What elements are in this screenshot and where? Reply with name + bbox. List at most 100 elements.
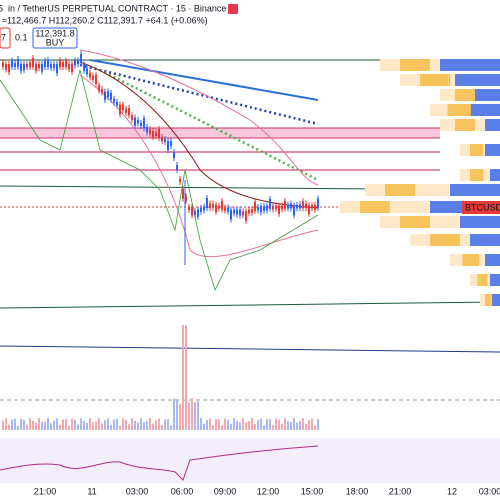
candle-body: [56, 64, 58, 74]
profile-poc: [470, 169, 484, 181]
candle-body: [302, 201, 304, 209]
candle-body: [248, 209, 250, 214]
candle-body: [197, 209, 199, 217]
volume-bar: [182, 325, 184, 430]
profile-buy: [485, 119, 500, 131]
candle-body: [233, 209, 235, 214]
buy-button[interactable]: [32, 27, 78, 49]
volume-bar: [281, 423, 283, 430]
volume-bar: [245, 422, 247, 430]
volume-bar: [29, 418, 31, 430]
volume-bar: [32, 420, 34, 430]
candle-body: [53, 64, 55, 68]
candle-body: [128, 108, 130, 116]
volume-bar: [176, 399, 178, 430]
profile-poc: [477, 274, 488, 286]
candle-body: [149, 129, 151, 135]
volume-bar: [5, 418, 7, 430]
candle-body: [74, 60, 76, 66]
time-label: 09:00: [214, 486, 237, 496]
profile-buy: [490, 274, 500, 286]
time-label: 03:00: [479, 486, 500, 496]
candle-body: [317, 198, 319, 209]
candle-body: [116, 102, 118, 106]
rsi-pane: [0, 438, 500, 483]
volume-bar: [224, 418, 226, 430]
volume-bar: [200, 418, 202, 430]
candle-body: [164, 138, 166, 142]
volume-bar: [143, 422, 145, 430]
candle-body: [191, 207, 193, 216]
volume-bar: [8, 424, 10, 430]
price-tag-label: BTCUSDT.P: [465, 202, 500, 212]
volume-bar: [242, 418, 244, 430]
volume-profile: [340, 59, 500, 306]
volume-bar: [74, 419, 76, 430]
volume-bar: [50, 423, 52, 430]
candle-body: [23, 64, 25, 71]
candle-body: [242, 211, 244, 216]
profile-poc: [447, 104, 471, 116]
candle-body: [5, 64, 7, 70]
volume-bar: [185, 325, 187, 430]
candle-body: [104, 91, 106, 100]
indicator-line: [0, 69, 319, 292]
candle-body: [50, 64, 52, 68]
candle-body: [2, 62, 4, 67]
candle-body: [299, 204, 301, 209]
candle-body: [206, 198, 208, 208]
volume-bar: [287, 421, 289, 430]
candle-body: [35, 64, 37, 71]
candle-body: [65, 60, 67, 67]
profile-poc: [385, 184, 415, 196]
volume-bar: [14, 418, 16, 430]
profile-poc: [360, 201, 390, 213]
volume-bar: [212, 425, 214, 430]
candle-body: [185, 196, 187, 201]
volume-bar: [80, 418, 82, 430]
candle-body: [254, 201, 256, 212]
volume-bar: [221, 425, 223, 430]
candle-body: [89, 72, 91, 78]
candle-body: [68, 64, 70, 70]
volume-bar: [194, 402, 196, 430]
volume-bar: [164, 419, 166, 430]
time-axis: 21:00 11 03:00 06:00 09:00 12:00 15:00 18:00 21:…: [34, 486, 500, 496]
volume-bar: [104, 420, 106, 430]
candle-body: [122, 104, 124, 111]
volume-bar: [53, 420, 55, 430]
volume-bar: [86, 422, 88, 430]
profile-poc: [430, 234, 460, 246]
volume-bar: [278, 420, 280, 430]
volume-bar: [38, 418, 40, 430]
volume-bar: [146, 421, 148, 430]
volume-bar: [317, 419, 319, 430]
candle-body: [278, 205, 280, 214]
volume-bar: [257, 420, 259, 430]
candle-body: [284, 200, 286, 209]
candle-body: [269, 198, 271, 209]
band-upper: [79, 49, 319, 186]
profile-buy: [490, 169, 500, 181]
candle-body: [134, 117, 136, 126]
volume-bar: [218, 419, 220, 430]
profile-buy: [485, 144, 500, 156]
volume-bar: [215, 419, 217, 430]
candle-body: [92, 75, 94, 80]
volume-bar: [308, 419, 310, 430]
volume-bar: [107, 418, 109, 430]
volume-bar: [239, 422, 241, 430]
volume-bar: [113, 419, 115, 430]
candle-body: [293, 205, 295, 216]
levels: [0, 59, 500, 401]
profile-poc: [462, 254, 480, 266]
volume-bar: [110, 424, 112, 430]
candle-body: [212, 203, 214, 208]
candle-body: [83, 64, 85, 71]
candle-body: [245, 211, 247, 221]
volume-bar: [2, 420, 4, 430]
sell-button[interactable]: [0, 27, 11, 49]
volume-bar: [170, 425, 172, 430]
candles: [2, 50, 319, 265]
flag-icon[interactable]: [228, 4, 238, 14]
